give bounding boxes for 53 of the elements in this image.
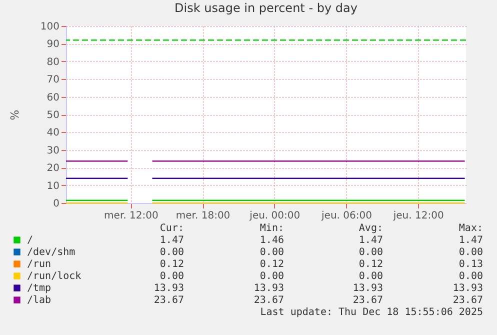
text: Max: bbox=[458, 223, 483, 234]
y-tick-label: 100 bbox=[40, 22, 60, 32]
text: 0.12 bbox=[160, 259, 184, 270]
text: Last update: Thu Dec 18 15:55:06 2025 bbox=[260, 307, 483, 318]
y-tick-label: 10 bbox=[46, 180, 60, 192]
x-tick-label: jeu. 00:00 bbox=[248, 210, 300, 222]
y-tick-label: 90 bbox=[46, 39, 60, 50]
y-tick-label: 50 bbox=[46, 110, 60, 121]
text: 0.00 bbox=[260, 247, 284, 258]
y-tick-label: 0 bbox=[53, 198, 60, 210]
y-tick-label: 30 bbox=[46, 145, 60, 156]
legend-label: /run/lock bbox=[27, 271, 82, 282]
text: 1.47 bbox=[358, 235, 383, 246]
text: 13.93 bbox=[452, 283, 483, 294]
text: 0.12 bbox=[358, 259, 383, 270]
legend-label: /dev/shm bbox=[27, 247, 76, 258]
y-tick-label: 40 bbox=[46, 128, 60, 139]
x-tick-label: mer. 12:00 bbox=[104, 210, 158, 222]
text: 23.67 bbox=[254, 295, 284, 306]
text: 0.12 bbox=[260, 259, 284, 270]
text: 23.67 bbox=[452, 295, 483, 306]
y-tick-label: 70 bbox=[46, 74, 60, 86]
text: Avg: bbox=[358, 223, 383, 234]
text: 13.93 bbox=[154, 283, 184, 294]
text: 0.00 bbox=[358, 247, 383, 258]
text: 1.46 bbox=[260, 235, 284, 246]
text: Cur: bbox=[160, 223, 184, 234]
legend-label: / bbox=[27, 235, 34, 246]
x-tick-label: mer. 18:00 bbox=[176, 210, 230, 222]
text: 0.00 bbox=[260, 271, 284, 282]
text: 13.93 bbox=[352, 283, 383, 294]
text: 23.67 bbox=[352, 295, 383, 306]
text: 1.47 bbox=[458, 235, 483, 246]
text: 0.00 bbox=[358, 271, 383, 282]
y-tick-label: 80 bbox=[46, 56, 60, 68]
legend-label: /run bbox=[27, 259, 52, 270]
text: 0.13 bbox=[458, 259, 483, 270]
text: 23.67 bbox=[154, 295, 184, 306]
text: 1.47 bbox=[160, 235, 184, 246]
y-tick-label: 60 bbox=[46, 92, 60, 104]
text: 0.00 bbox=[160, 271, 184, 282]
text: Min: bbox=[260, 223, 284, 234]
x-tick-label: jeu. 06:00 bbox=[320, 210, 372, 222]
y-tick-label: 20 bbox=[46, 163, 60, 174]
y-axis-title: % bbox=[8, 110, 22, 120]
legend-label: /lab bbox=[27, 295, 52, 306]
text: 0.00 bbox=[458, 247, 483, 258]
chart-title: Disk usage in percent - by day bbox=[174, 1, 358, 15]
text: 0.00 bbox=[160, 247, 184, 258]
text: 0.00 bbox=[458, 271, 483, 282]
legend-label: /tmp bbox=[27, 283, 52, 294]
text: 13.93 bbox=[254, 283, 284, 294]
x-tick-label: jeu. 12:00 bbox=[392, 210, 444, 222]
